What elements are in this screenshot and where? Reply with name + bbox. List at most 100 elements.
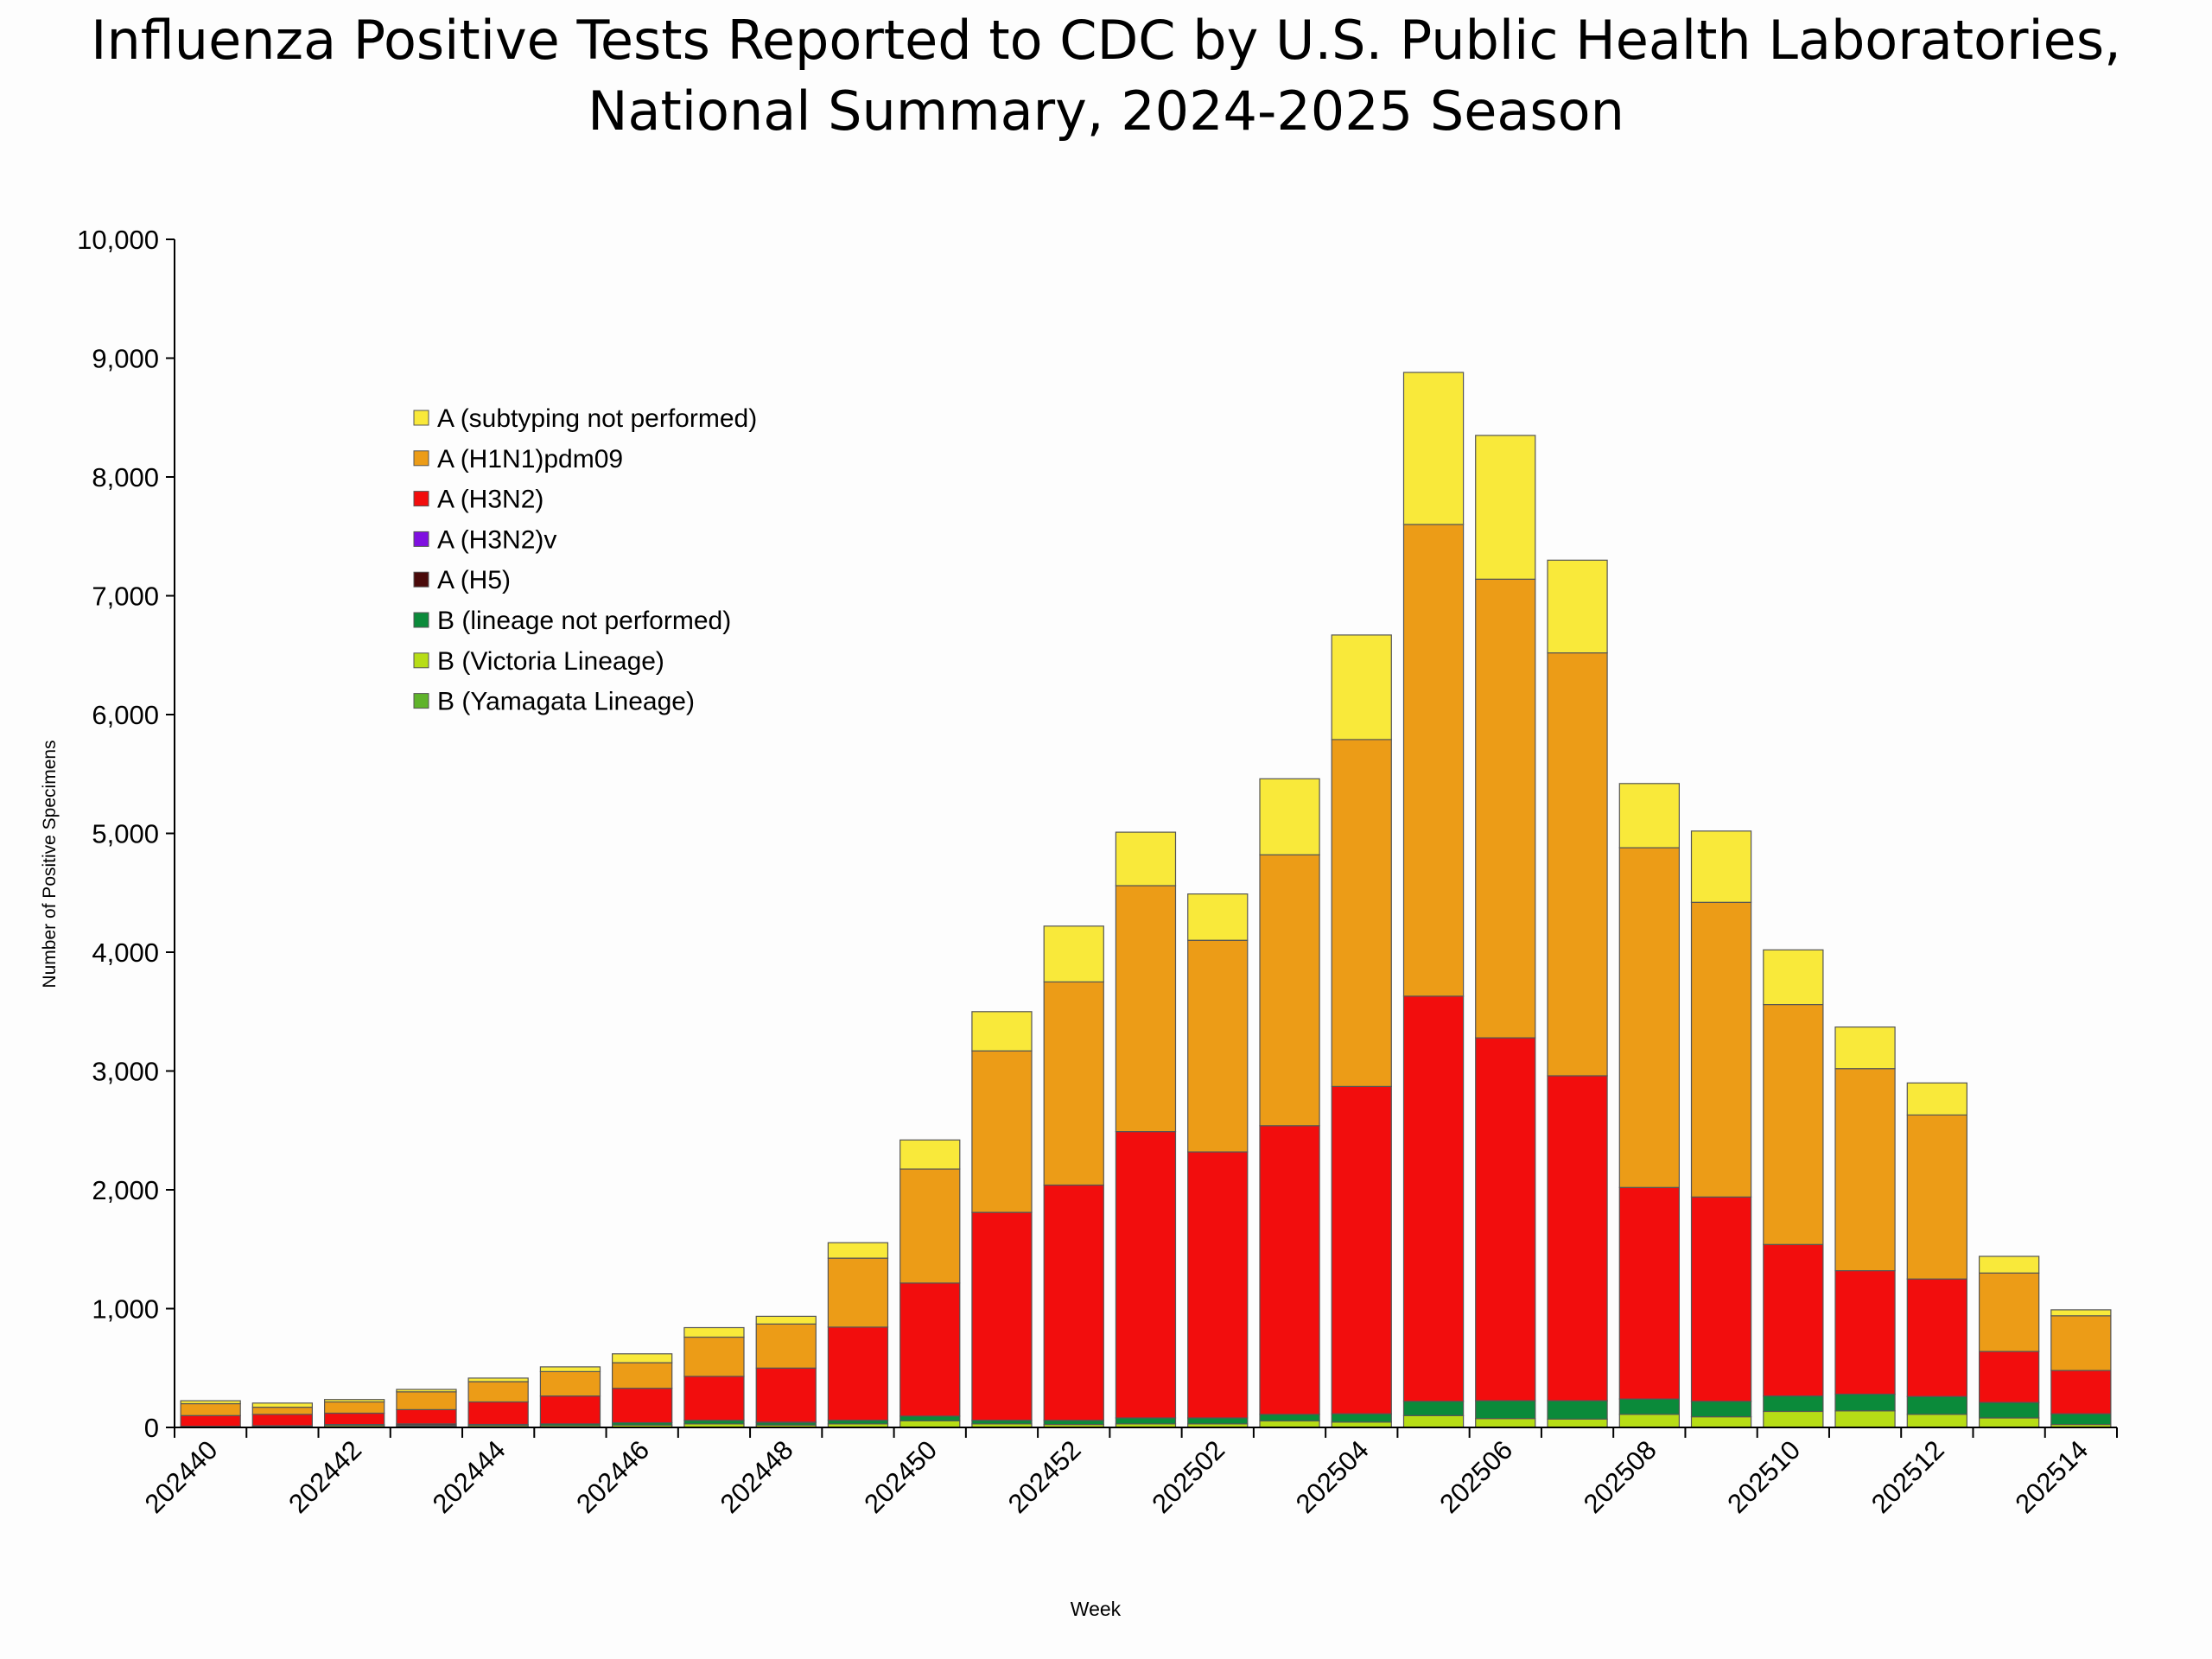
bar-segment-202451-7 <box>971 1011 1033 1052</box>
legend-item: A (H3N2)v <box>413 525 556 554</box>
bar-segment-202443-6 <box>396 1391 457 1411</box>
legend-swatch <box>413 491 429 507</box>
legend-swatch <box>413 531 429 547</box>
bar-segment-202504-7 <box>1331 634 1392 741</box>
bar-segment-202512-7 <box>1906 1082 1968 1116</box>
bar-segment-202509-7 <box>1690 830 1752 903</box>
x-axis-label: Week <box>1071 1598 1122 1620</box>
legend-item: A (H3N2) <box>413 486 543 514</box>
bar-segment-202506-7 <box>1475 435 1536 580</box>
bar-segment-202442-7 <box>324 1399 385 1403</box>
x-tick-label: 202442 <box>283 1434 367 1519</box>
bar-segment-202512-5 <box>1906 1278 1968 1397</box>
bar-segment-202512-1 <box>1906 1414 1968 1428</box>
bar-segment-202501-7 <box>1115 831 1177 887</box>
bar-segment-202502-7 <box>1187 893 1249 941</box>
bar-segment-202449-7 <box>827 1242 889 1259</box>
bar-segment-202510-5 <box>1763 1243 1824 1397</box>
bar-segment-202502-2 <box>1187 1417 1249 1425</box>
legend-label: B (lineage not performed) <box>437 607 731 635</box>
x-tick-label: 202514 <box>2009 1434 2094 1519</box>
legend-label: A (H1N1)pdm09 <box>437 445 623 474</box>
legend-item: A (H1N1)pdm09 <box>413 445 623 474</box>
bar-segment-202512-2 <box>1906 1395 1968 1415</box>
bar-segment-202443-5 <box>396 1408 457 1425</box>
bar-segment-202450-5 <box>899 1282 961 1417</box>
chart-title-line-2: National Summary, 2024-2025 Season <box>588 79 1624 143</box>
bar-segment-202503-7 <box>1259 778 1320 855</box>
bar-segment-202451-2 <box>971 1420 1033 1425</box>
bar-segment-202451-5 <box>971 1211 1033 1421</box>
bar-segment-202440-6 <box>180 1402 241 1416</box>
bar-segment-202448-5 <box>755 1367 817 1423</box>
legend-item: B (Victoria Lineage) <box>413 647 664 676</box>
bar-segment-202503-5 <box>1259 1125 1320 1415</box>
legend-swatch <box>413 693 429 709</box>
legend-swatch <box>413 450 429 467</box>
y-tick-label: 6,000 <box>92 700 159 730</box>
x-tick-label: 202504 <box>1290 1434 1375 1519</box>
bars <box>180 372 2112 1428</box>
bar-segment-202445-5 <box>539 1395 601 1425</box>
bar-segment-202448-7 <box>755 1315 817 1325</box>
bar-segment-202450-1 <box>899 1420 961 1428</box>
bar-segment-202446-7 <box>611 1353 673 1363</box>
bar-segment-202509-6 <box>1690 901 1752 1198</box>
chart-title: Influenza Positive Tests Reported to CDC… <box>0 0 2212 147</box>
bar-segment-202514-6 <box>2050 1315 2112 1371</box>
y-tick-label: 9,000 <box>92 344 159 374</box>
bar-segment-202442-5 <box>324 1412 385 1426</box>
x-tick-label: 202510 <box>1721 1434 1806 1519</box>
bar-segment-202504-6 <box>1331 739 1392 1088</box>
legend-item: A (subtyping not performed) <box>413 404 757 433</box>
bar-segment-202508-7 <box>1618 783 1681 849</box>
bar-segment-202513-6 <box>1979 1272 2040 1352</box>
x-tick-label: 202446 <box>570 1434 655 1519</box>
bar-segment-202443-7 <box>396 1389 457 1393</box>
bar-segment-202447-6 <box>683 1336 745 1377</box>
bar-segment-202510-1 <box>1763 1410 1824 1428</box>
bar-segment-202442-6 <box>324 1401 385 1414</box>
bar-segment-202446-5 <box>611 1387 673 1424</box>
x-tick-label: 202444 <box>427 1434 512 1519</box>
bar-segment-202501-6 <box>1115 885 1177 1133</box>
bar-segment-202513-1 <box>1979 1417 2040 1428</box>
bar-segment-202444-5 <box>467 1401 529 1426</box>
y-tick-label: 4,000 <box>92 938 159 968</box>
x-tick-label: 202502 <box>1146 1434 1230 1519</box>
bar-segment-202441-5 <box>251 1414 313 1427</box>
bar-segment-202449-6 <box>827 1257 889 1328</box>
bar-segment-202447-5 <box>683 1376 745 1421</box>
bar-segment-202512-6 <box>1906 1114 1968 1280</box>
bar-segment-202505-5 <box>1402 995 1465 1402</box>
y-tick-label: 0 <box>144 1413 159 1443</box>
legend-swatch <box>413 410 429 426</box>
bar-segment-202452-2 <box>1043 1420 1104 1426</box>
legend-swatch <box>413 652 429 669</box>
bar-segment-202505-2 <box>1402 1401 1465 1416</box>
bar-segment-202509-5 <box>1690 1196 1752 1402</box>
bar-segment-202506-2 <box>1475 1400 1536 1420</box>
bar-segment-202446-6 <box>611 1362 673 1389</box>
bar-segment-202502-5 <box>1187 1151 1249 1419</box>
bar-segment-202452-7 <box>1043 925 1104 983</box>
bar-segment-202508-1 <box>1618 1414 1681 1428</box>
x-tick-label: 202450 <box>858 1434 943 1519</box>
legend-label: A (H5) <box>437 566 511 594</box>
bar-segment-202504-2 <box>1331 1413 1392 1423</box>
bar-segment-202450-7 <box>899 1139 961 1170</box>
bar-segment-202445-7 <box>539 1366 601 1373</box>
bar-segment-202511-7 <box>1834 1026 1896 1070</box>
bar-segment-202511-2 <box>1834 1393 1896 1412</box>
bar-segment-202440-5 <box>180 1414 241 1427</box>
bar-segment-202513-5 <box>1979 1351 2040 1403</box>
y-tick-label: 5,000 <box>92 819 159 849</box>
bar-segment-202501-2 <box>1115 1417 1177 1425</box>
bar-segment-202447-2 <box>683 1420 745 1425</box>
bar-segment-202502-6 <box>1187 939 1249 1153</box>
bar-segment-202448-6 <box>755 1323 817 1369</box>
bar-segment-202505-7 <box>1402 372 1465 525</box>
bar-segment-202501-5 <box>1115 1130 1177 1419</box>
bar-segment-202450-6 <box>899 1168 961 1284</box>
